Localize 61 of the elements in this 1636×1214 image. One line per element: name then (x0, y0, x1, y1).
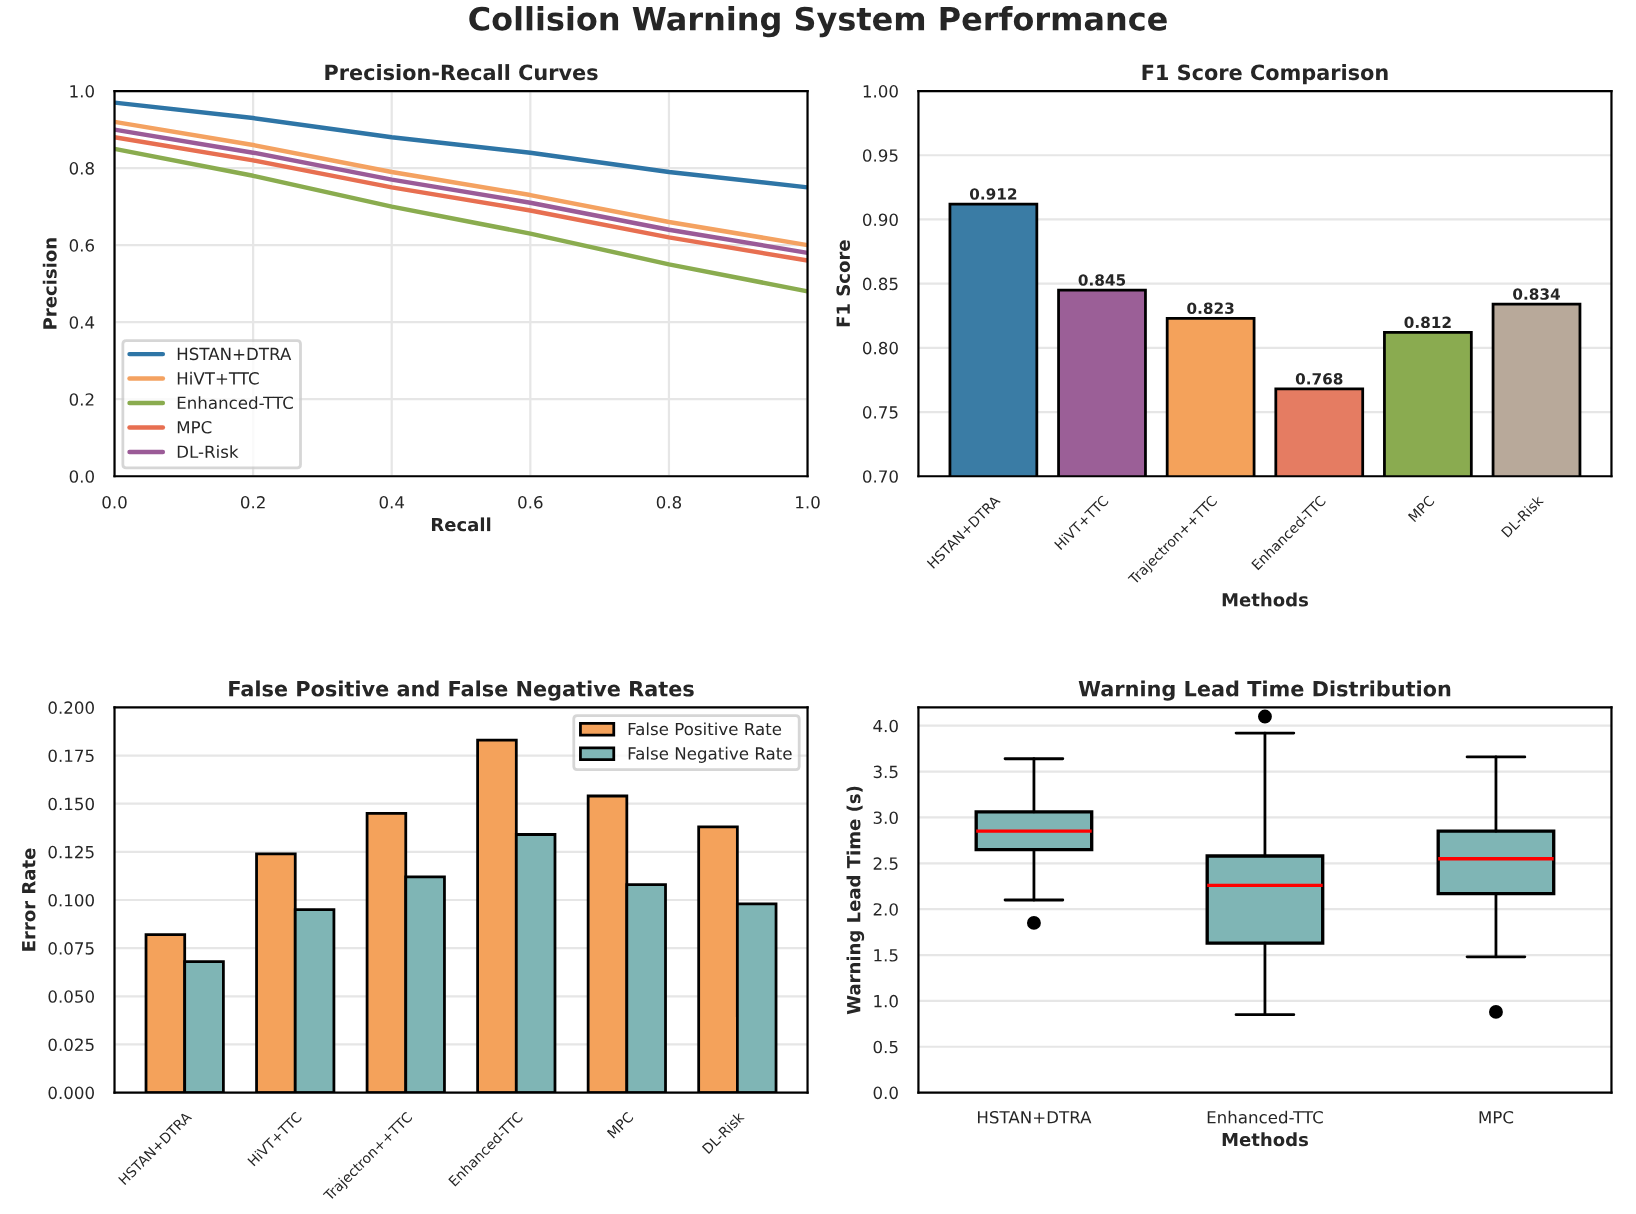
y-tick-label: 1.0 (874, 994, 898, 1008)
x-tick-label: 0.0 (102, 496, 127, 509)
legend-label: HiVT+TTC (177, 371, 259, 385)
x-tick-label: 0.2 (240, 496, 265, 509)
y-tick-label: 0.4 (69, 316, 95, 329)
line-series (114, 100, 808, 190)
legend-label: False Positive Rate (628, 722, 782, 736)
y-tick-label: 0.150 (48, 797, 94, 811)
y-tick-label: 4.0 (873, 719, 898, 733)
legend-label: DL-Risk (177, 445, 239, 459)
legend-label: HSTAN+DTRA (177, 347, 292, 361)
x-tick-label: HSTAN+DTRA (977, 1110, 1092, 1124)
y-tick-label: 0.175 (48, 749, 94, 763)
x-tick-label: 0.6 (518, 496, 543, 509)
y-tick-label: 1.5 (874, 949, 898, 962)
y-tick-label: 0.100 (48, 893, 94, 907)
text: Collision Warning System Performance (469, 6, 1167, 38)
y-tick-label: 0.050 (48, 990, 94, 1003)
line-series (114, 146, 808, 294)
y-tick-label: 3.0 (873, 811, 898, 825)
y-axis-title: F1 Score (836, 240, 851, 327)
y-tick-label: 0.200 (48, 701, 94, 714)
legend-label: False Negative Rate (628, 746, 792, 763)
x-axis-title: Recall (431, 517, 491, 532)
y-tick-label: 0.5 (873, 1040, 898, 1054)
y-tick-label: 0.95 (862, 149, 898, 162)
y-tick-label: 1.00 (863, 85, 898, 98)
y-axis-title: Warning Lead Time (s) (846, 786, 865, 1015)
chart-title: Warning Lead Time Distribution (1078, 680, 1451, 701)
y-tick-label: 2.0 (873, 903, 898, 916)
x-tick-label: 0.8 (656, 496, 682, 509)
legend-label: Enhanced-TTC (177, 396, 293, 410)
y-tick-label: 3.5 (873, 765, 898, 779)
y-tick-label: 0.0 (873, 1086, 898, 1100)
y-tick-label: 0.125 (48, 845, 94, 859)
x-tick-label: Enhanced-TTC (1207, 1110, 1323, 1124)
x-axis-title: Methods (1222, 1132, 1308, 1147)
y-tick-label: 0.075 (48, 942, 94, 955)
y-tick-label: 0.90 (862, 213, 898, 227)
x-axis-title: Methods (1222, 592, 1308, 607)
y-tick-label: 0.85 (862, 277, 898, 291)
y-tick-label: 0.2 (69, 393, 94, 406)
y-tick-label: 0.000 (48, 1086, 94, 1100)
y-axis-title: Precision (42, 238, 57, 329)
y-tick-label: 0.6 (69, 239, 95, 252)
chart-title: Precision-Recall Curves (325, 64, 598, 81)
y-tick-label: 0.80 (862, 341, 898, 355)
x-tick-label: 0.4 (379, 496, 405, 509)
y-tick-label: 0.0 (69, 470, 94, 483)
chart-title: False Positive and False Negative Rates (229, 680, 694, 701)
y-tick-label: 0.025 (48, 1038, 94, 1052)
chart-title: F1 Score Comparison (1142, 64, 1388, 85)
x-tick-label: 1.0 (796, 496, 820, 509)
legend-label: MPC (177, 420, 212, 434)
y-tick-label: 2.5 (873, 857, 898, 870)
y-tick-label: 0.8 (69, 162, 94, 175)
y-tick-label: 1.0 (70, 85, 94, 98)
y-tick-label: 0.70 (862, 470, 898, 483)
x-tick-label: MPC (1479, 1110, 1514, 1124)
y-axis-title: Error Rate (22, 848, 36, 951)
y-tick-label: 0.75 (862, 406, 898, 419)
